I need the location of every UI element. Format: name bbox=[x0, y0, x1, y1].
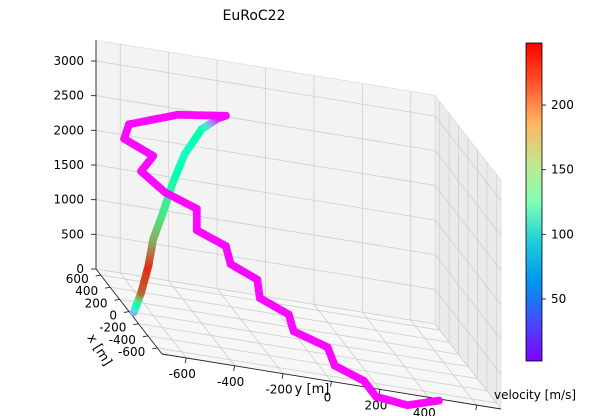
colorbar-tick-label: 100 bbox=[551, 227, 574, 241]
x-tick bbox=[142, 335, 148, 338]
grid-line-x bbox=[110, 286, 450, 343]
x-tick-label: 200 bbox=[85, 296, 108, 310]
z-tick-label: 1000 bbox=[53, 193, 84, 207]
x-tick-label: -200 bbox=[99, 321, 126, 335]
colorbar-label: velocity [m/s] bbox=[494, 388, 576, 402]
grid-line-z bbox=[434, 289, 502, 375]
y-tick bbox=[330, 381, 332, 387]
y-tick-label: -400 bbox=[217, 375, 244, 389]
chart-title: EuRoC22 bbox=[223, 8, 286, 24]
x-tick bbox=[133, 323, 139, 326]
y-tick-label: -600 bbox=[169, 367, 196, 381]
colorbar-tick-label: 50 bbox=[551, 292, 566, 306]
grid-line-z bbox=[95, 268, 436, 325]
x-tick-label: 0 bbox=[109, 309, 117, 323]
grid-line-z bbox=[434, 219, 502, 306]
grid-line-x bbox=[128, 311, 469, 367]
x-tick-label: 400 bbox=[75, 284, 98, 298]
grid-line-z bbox=[434, 150, 502, 236]
axes: 050010001500200025003000-600-400-2000200… bbox=[53, 40, 502, 416]
y-tick-label: 400 bbox=[413, 406, 436, 416]
x-tick bbox=[114, 298, 120, 301]
grid-line-z bbox=[95, 164, 436, 221]
z-tick-label: 3000 bbox=[53, 54, 84, 68]
grid-line-z bbox=[434, 185, 502, 271]
y-tick-label: 0 bbox=[324, 391, 332, 405]
x-tick bbox=[95, 274, 101, 277]
y-tick-label: -200 bbox=[265, 383, 292, 397]
z-tick-label: 500 bbox=[61, 227, 84, 241]
y-tick-label: 600 bbox=[461, 414, 484, 416]
y-tick bbox=[281, 373, 284, 379]
x-tick bbox=[152, 347, 158, 350]
trajectory-point bbox=[434, 396, 443, 405]
z-tick-label: 2000 bbox=[53, 123, 84, 137]
x-tick bbox=[105, 286, 111, 289]
y-axis-label: y [m] bbox=[295, 382, 330, 397]
z-tick-label: 1500 bbox=[53, 158, 84, 172]
colorbar-tick-label: 200 bbox=[551, 98, 574, 112]
grid-line-z bbox=[95, 95, 436, 152]
y-tick bbox=[184, 357, 187, 364]
colorbar-tick-label: 150 bbox=[551, 163, 574, 177]
grid-line-x bbox=[157, 347, 497, 404]
grid-line-z bbox=[95, 60, 436, 117]
grid-line-z bbox=[434, 115, 502, 202]
y-tick bbox=[475, 404, 478, 411]
colorbar-ticks: 50 100 150 200 bbox=[542, 98, 574, 306]
x-tick-label: -600 bbox=[118, 345, 145, 359]
x-tick-label: 600 bbox=[66, 272, 89, 286]
z-tick-label: 0 bbox=[76, 262, 84, 276]
x-tick bbox=[123, 311, 130, 313]
y-tick bbox=[233, 365, 236, 371]
grid-line-z bbox=[434, 254, 502, 340]
grid-line-x bbox=[138, 323, 478, 380]
grid-line-z bbox=[434, 323, 502, 410]
trajectory bbox=[120, 110, 443, 410]
grid-line-z bbox=[95, 129, 436, 186]
grid-line-x bbox=[147, 335, 487, 392]
z-tick-label: 2500 bbox=[53, 89, 84, 103]
grid-line-z bbox=[95, 199, 436, 256]
x-tick-label: -400 bbox=[109, 333, 136, 347]
colorbar bbox=[525, 42, 543, 362]
